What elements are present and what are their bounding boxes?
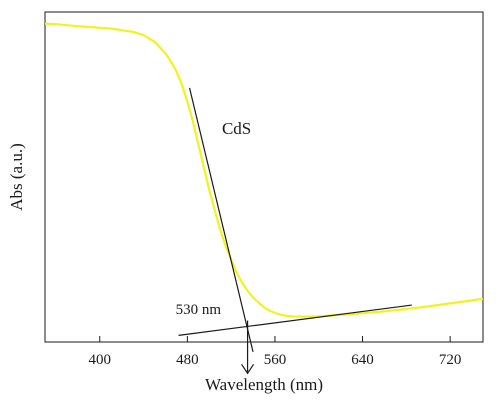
x-tick-label: 640 [351,352,374,368]
x-axis-label: Wavelength (nm) [205,375,323,394]
y-axis-label: Abs (a.u.) [7,143,26,211]
series-line [44,22,484,318]
x-tick-label: 720 [439,352,462,368]
x-tick-label: 560 [264,352,287,368]
arrow-head [241,364,255,375]
x-tick-label: 400 [89,352,112,368]
series-layer [44,22,484,318]
x-axis: 400 480 560 640 720 [89,336,462,368]
tangent-line [188,87,254,353]
annotation-layer: CdS 530 nm [176,87,412,375]
annotation-label: 530 nm [176,302,222,318]
plot-area: CdS 530 nm [44,11,484,375]
x-tick-label: 480 [176,352,199,368]
plot-frame [44,11,484,343]
tangent-line [178,304,412,336]
annotation-label: CdS [222,119,251,138]
